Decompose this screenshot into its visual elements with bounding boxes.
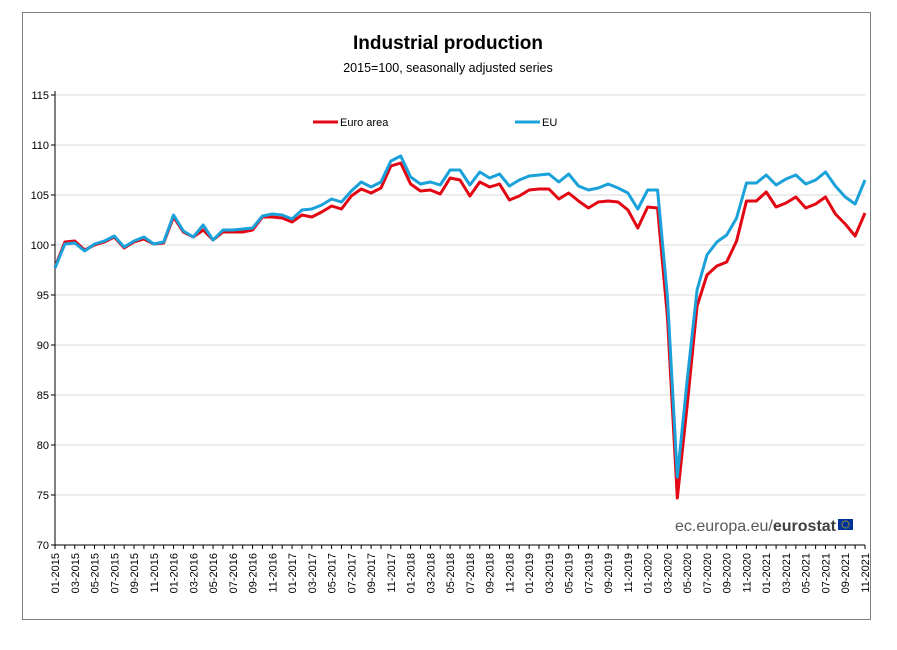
x-tick-label: 01-2016 xyxy=(169,553,181,593)
y-axis: 70 75 80 85 90 95 100 105 110 115 xyxy=(31,90,56,552)
series-line-eu xyxy=(53,154,867,479)
x-tick-label: 03-2019 xyxy=(544,553,556,593)
x-tick-label: 05-2021 xyxy=(801,553,813,593)
x-tick-label: 11-2018 xyxy=(504,553,516,593)
y-tick-label: 75 xyxy=(37,490,49,502)
x-tick-label: 11-2020 xyxy=(741,553,753,593)
x-tick-label: 01-2021 xyxy=(761,553,773,593)
x-tick-label: 07-2017 xyxy=(346,553,358,593)
y-tick-label: 90 xyxy=(37,340,49,352)
eurostat-watermark: ec.europa.eu/eurostat xyxy=(675,518,853,535)
y-tick-label: 110 xyxy=(31,140,49,152)
x-tick-label: 07-2020 xyxy=(702,553,714,593)
y-tick-label: 100 xyxy=(31,240,49,252)
gridlines xyxy=(55,94,865,496)
y-tick-label: 85 xyxy=(37,390,49,402)
x-tick-label: 09-2021 xyxy=(840,553,852,593)
x-tick-label: 03-2018 xyxy=(425,553,437,593)
x-tick-label: 01-2018 xyxy=(406,553,418,593)
x-tick-label: 09-2019 xyxy=(603,553,615,593)
x-tick-label: 01-2020 xyxy=(643,553,655,593)
x-tick-label: 05-2018 xyxy=(445,553,457,593)
y-tick-label: 80 xyxy=(37,440,49,452)
x-tick-label: 01-2015 xyxy=(50,553,62,593)
x-axis: 01-2015 03-2015 05-2015 07-2015 09-2015 11-20… xyxy=(50,544,872,593)
x-tick-label: 03-2017 xyxy=(307,553,319,593)
line-chart: Industrial production 2015=100, seasonal… xyxy=(31,33,872,593)
y-tick-label: 105 xyxy=(31,190,49,202)
x-tick-label: 09-2018 xyxy=(485,553,497,593)
x-tick-label: 11-2016 xyxy=(267,553,279,593)
x-tick-label: 01-2019 xyxy=(524,553,536,593)
x-tick-label: 05-2017 xyxy=(327,553,339,593)
x-tick-label: 07-2015 xyxy=(109,553,121,593)
x-tick-label: 03-2016 xyxy=(188,553,200,593)
y-tick-label: 95 xyxy=(37,290,49,302)
x-tick-label: 05-2015 xyxy=(90,553,102,593)
x-tick-label: 07-2021 xyxy=(820,553,832,593)
series-lines xyxy=(53,154,867,500)
x-tick-label: 03-2021 xyxy=(781,553,793,593)
chart-title: Industrial production xyxy=(353,33,543,54)
chart-subtitle: 2015=100, seasonally adjusted series xyxy=(343,61,553,75)
x-tick-label: 11-2017 xyxy=(386,553,398,593)
x-tick-label: 09-2020 xyxy=(722,553,734,593)
x-tick-label: 11-2015 xyxy=(149,553,161,593)
chart-frame: Industrial production 2015=100, seasonal… xyxy=(22,12,872,620)
watermark-prefix: ec.europa.eu/ xyxy=(675,518,773,535)
eu-flag-icon xyxy=(838,519,853,530)
x-tick-label: 09-2016 xyxy=(248,553,260,593)
legend-label: EU xyxy=(542,117,557,129)
x-tick-label: 07-2016 xyxy=(228,553,240,593)
x-tick-label: 05-2016 xyxy=(208,553,220,593)
y-tick-label: 115 xyxy=(31,90,49,102)
x-tick-label: 07-2019 xyxy=(583,553,595,593)
legend: Euro area EU xyxy=(313,117,557,129)
x-tick-label: 05-2019 xyxy=(564,553,576,593)
x-tick-label: 07-2018 xyxy=(465,553,477,593)
x-tick-label: 09-2015 xyxy=(129,553,141,593)
x-tick-label: 03-2015 xyxy=(70,553,82,593)
x-tick-label: 05-2020 xyxy=(682,553,694,593)
x-tick-label: 01-2017 xyxy=(287,553,299,593)
legend-label: Euro area xyxy=(340,117,389,129)
watermark-text: ec.europa.eu/eurostat xyxy=(675,518,837,535)
x-tick-label: 11-2021 xyxy=(860,553,872,593)
x-tick-label: 09-2017 xyxy=(366,553,378,593)
y-tick-label: 70 xyxy=(37,540,49,552)
x-tick-label: 03-2020 xyxy=(662,553,674,593)
watermark-brand: eurostat xyxy=(773,518,837,535)
series-line-euro-area xyxy=(53,161,867,500)
x-tick-label: 11-2019 xyxy=(623,553,635,593)
